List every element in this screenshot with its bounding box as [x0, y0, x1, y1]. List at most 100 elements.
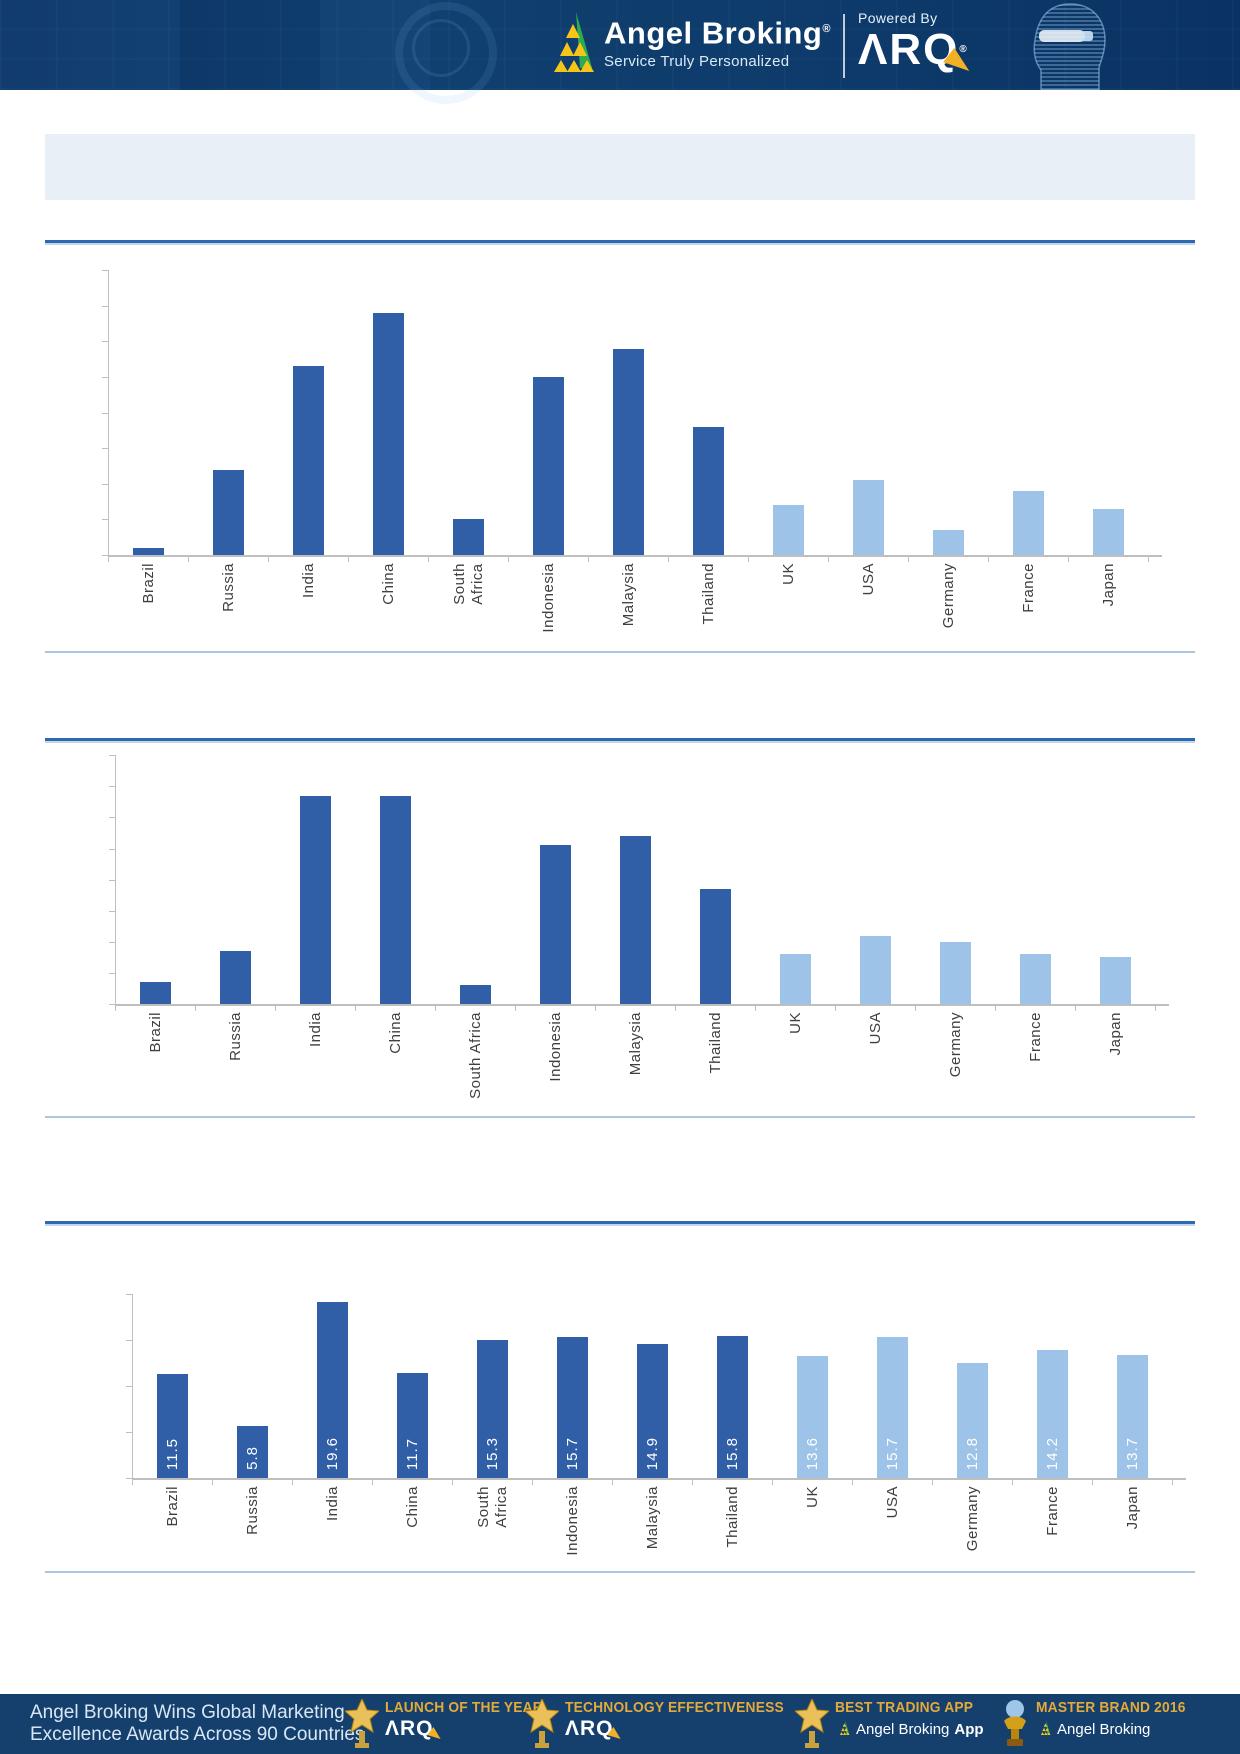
axis-label-brazil: Brazil	[125, 1012, 185, 1120]
x-axis-tick	[1068, 557, 1069, 562]
axis-label-line: France	[1019, 563, 1037, 613]
section-divider-dark	[45, 1221, 1195, 1224]
axis-label-line: Malaysia	[626, 1012, 644, 1076]
star-trophy-icon	[343, 1697, 381, 1754]
axis-label-text: Thailand	[700, 563, 717, 625]
y-axis-tick	[102, 377, 108, 378]
bar-usa	[852, 480, 884, 555]
axis-label-text: Indonesia	[547, 1012, 564, 1082]
axis-label-line: Africa	[492, 1486, 510, 1528]
axis-label-text: China	[387, 1012, 404, 1054]
axis-label-text: China	[380, 563, 397, 605]
footer-award-title: BEST TRADING APP	[835, 1699, 974, 1716]
axis-label-china: China	[358, 563, 418, 668]
axis-label-text: Germany	[940, 563, 957, 628]
bar-indonesia	[539, 845, 571, 1004]
footer-arq-logo: ΛRQ	[385, 1718, 557, 1743]
star-trophy-icon	[523, 1697, 561, 1748]
axis-label-thailand: Thailand	[702, 1486, 762, 1556]
bar-south-africa	[452, 519, 484, 555]
axis-label-text: India	[300, 563, 317, 598]
axis-label-uk: UK	[765, 1012, 825, 1120]
axis-label-text: France	[1044, 1486, 1061, 1536]
axis-label-text: USA	[884, 1486, 901, 1518]
axis-label-line: USA	[859, 563, 877, 596]
axis-label-uk: UK	[758, 563, 818, 668]
bar-japan	[1116, 1355, 1148, 1478]
x-axis-tick	[372, 1480, 373, 1485]
bar-brazil	[132, 548, 164, 555]
bar-france	[1019, 954, 1051, 1004]
arq-logo: ΛRQ®	[858, 28, 1008, 79]
arq-arrow-icon	[607, 1727, 624, 1743]
x-axis-tick	[595, 1006, 596, 1011]
axis-label-line: Japan	[1123, 1486, 1141, 1530]
bar-south-africa	[459, 985, 491, 1004]
bar-malaysia	[619, 836, 651, 1004]
bar-uk	[772, 505, 804, 555]
wireframe-head-graphic	[1033, 3, 1106, 90]
axis-label-text: Indonesia	[540, 563, 557, 633]
y-axis-tick	[102, 305, 108, 307]
axis-label-text: India	[307, 1012, 324, 1047]
y-axis-tick	[102, 448, 108, 450]
bar-usa	[859, 936, 891, 1004]
axis-label-uk: UK	[782, 1486, 842, 1556]
bar-value-label: 5.8	[242, 1340, 262, 1470]
y-axis-tick	[109, 972, 115, 974]
axis-label-text: UK	[780, 563, 797, 585]
axis-label-south-africa: South Africa	[438, 563, 498, 668]
axis-label-line: India	[323, 1486, 341, 1522]
bar-brazil	[156, 1374, 188, 1478]
footer-award-best-trading-app: BEST TRADING APP Angel Broking App	[793, 1697, 985, 1754]
bar-india	[299, 796, 331, 1004]
axis-label-text: South Africa	[467, 1012, 484, 1099]
section-divider-light	[45, 1571, 1195, 1573]
x-axis-tick	[1172, 1480, 1173, 1485]
axis-label-south-africa: South Africa	[462, 1486, 522, 1556]
y-axis-tick	[109, 755, 115, 757]
axis-label-russia: Russia	[205, 1012, 265, 1120]
x-axis-tick	[995, 1006, 996, 1011]
axis-label-line: South Africa	[466, 1012, 484, 1099]
footer-award-title: LAUNCH OF THE YEAR	[385, 1699, 543, 1716]
axis-label-russia: Russia	[222, 1486, 282, 1556]
footer-award-sub-text: Angel Broking	[856, 1721, 950, 1738]
axis-label-text: Malaysia	[620, 563, 637, 626]
footer-award-text: LAUNCH OF THE YEAR ΛRQ	[385, 1699, 557, 1743]
section-divider-light	[45, 1116, 1195, 1118]
footer-award-text: TECHNOLOGY EFFECTIVENESS ΛRQ	[565, 1699, 803, 1743]
section-divider-light	[45, 651, 1195, 653]
x-axis-tick	[772, 1480, 773, 1485]
axis-label-line: Brazil	[139, 563, 157, 604]
axis-label-usa: USA	[845, 1012, 905, 1120]
axis-label-malaysia: Malaysia	[622, 1486, 682, 1556]
axis-label-text: Japan	[1107, 1012, 1124, 1055]
bar-china	[379, 796, 411, 1004]
angel-broking-pyramid-icon	[554, 12, 594, 72]
y-axis-tick	[126, 1294, 132, 1295]
axis-label-text: Brazil	[147, 1012, 164, 1053]
bar-japan	[1092, 509, 1124, 555]
bar-value-text: 15.3	[483, 1436, 501, 1470]
axis-label-line: Germany	[946, 1012, 964, 1078]
axis-label-line: Indonesia	[546, 1012, 564, 1082]
bar-india	[316, 1302, 348, 1478]
bar-value-label: 11.5	[162, 1340, 182, 1470]
registered-mark: ®	[959, 44, 969, 55]
axis-label-text: Thailand	[707, 1012, 724, 1074]
axis-label-line: UK	[803, 1486, 821, 1508]
axis-label-line: Japan	[1106, 1012, 1124, 1056]
x-axis-tick	[132, 1480, 133, 1485]
y-axis-tick	[102, 270, 108, 272]
axis-label-text: Malaysia	[644, 1486, 661, 1549]
x-axis-tick	[435, 1006, 436, 1011]
x-axis-tick	[1012, 1480, 1013, 1485]
bar-france	[1012, 491, 1044, 555]
x-axis	[115, 1004, 1169, 1006]
axis-label-line: Russia	[219, 563, 237, 612]
x-axis-tick	[1092, 1480, 1093, 1485]
axis-label-text: South Africa	[475, 1486, 510, 1528]
axis-label-japan: Japan	[1102, 1486, 1162, 1556]
axis-label-line: Thailand	[723, 1486, 741, 1548]
